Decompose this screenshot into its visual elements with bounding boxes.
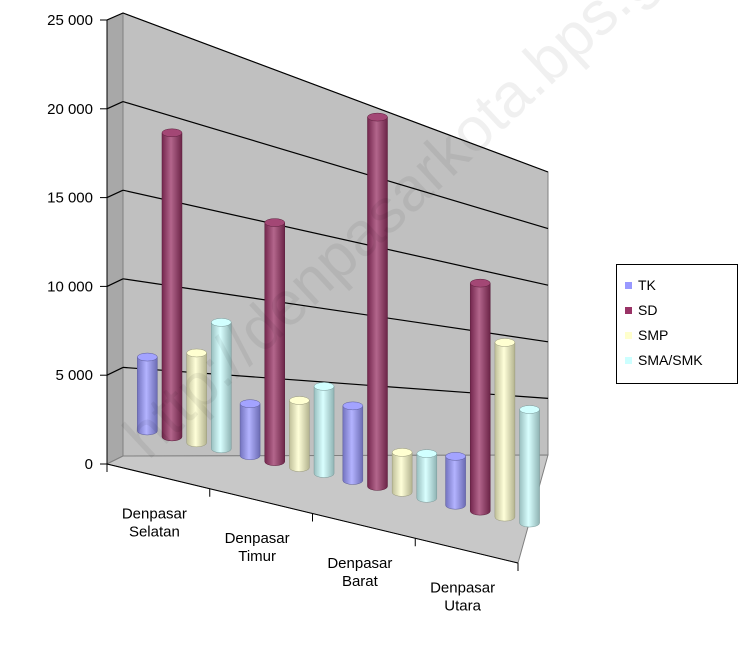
legend-swatch — [625, 331, 632, 339]
gridline — [122, 189, 549, 286]
bar-tk-3 — [445, 452, 466, 510]
side-wall — [106, 12, 124, 465]
axes — [106, 20, 519, 571]
bar-sma-smk-0 — [211, 318, 232, 454]
x-tick-label: Denpasar Utara — [430, 580, 495, 615]
gridline-side — [106, 12, 124, 21]
bar-sd-0 — [161, 128, 183, 442]
gridline-side — [106, 278, 124, 287]
gridline — [122, 12, 549, 173]
x-tick-label: Denpasar Timur — [225, 530, 290, 565]
bar-smp-2 — [391, 448, 413, 497]
y-tick-label: 5 000 — [55, 367, 93, 384]
x-tick-label: Denpasar Selatan — [122, 505, 187, 540]
legend-swatch — [625, 281, 632, 289]
x-tick-label: Denpasar Barat — [327, 555, 392, 590]
legend-label: TK — [638, 277, 656, 293]
gridline-side — [106, 366, 124, 376]
y-tick-label: 15 000 — [47, 190, 93, 207]
gridline-side — [106, 101, 124, 110]
bar-sma-smk-3 — [519, 405, 540, 528]
legend-item: SMA/SMK — [625, 350, 703, 370]
legend-label: SD — [638, 302, 658, 318]
bar-sma-smk-2 — [416, 449, 438, 503]
y-tick-label: 20 000 — [47, 101, 93, 118]
legend-item: SMP — [625, 325, 668, 345]
bar-sd-3 — [469, 278, 491, 516]
bar-sma-smk-1 — [313, 382, 335, 478]
bar-smp-3 — [494, 338, 516, 522]
legend-item: TK — [625, 275, 656, 295]
legend: TK SD SMP SMA/SMK — [616, 264, 738, 384]
legend-item: SD — [625, 300, 657, 320]
bar-sd-2 — [367, 112, 388, 491]
bar-tk-2 — [342, 401, 364, 485]
gridline-side — [106, 189, 124, 199]
bars — [137, 112, 540, 528]
x-axis-categories: Denpasar Selatan Denpasar Timur Denpasar Bara… — [122, 505, 495, 614]
legend-swatch — [625, 306, 632, 314]
legend-label: SMP — [638, 327, 669, 343]
y-tick-label: 0 — [85, 456, 93, 473]
bar-sd-1 — [264, 218, 285, 466]
y-tick-label: 25 000 — [47, 12, 93, 29]
bar-smp-1 — [289, 396, 310, 472]
bar-tk-0 — [137, 352, 158, 436]
bar-smp-0 — [186, 348, 207, 448]
y-axis-ticks: 0 5 000 10 000 15 000 20 000 25 000 — [47, 12, 107, 473]
gridline — [122, 101, 549, 230]
legend-swatch — [625, 356, 632, 364]
y-tick-label: 10 000 — [47, 278, 93, 295]
bar-tk-1 — [239, 399, 261, 460]
legend-label: SMA/SMK — [638, 352, 703, 368]
